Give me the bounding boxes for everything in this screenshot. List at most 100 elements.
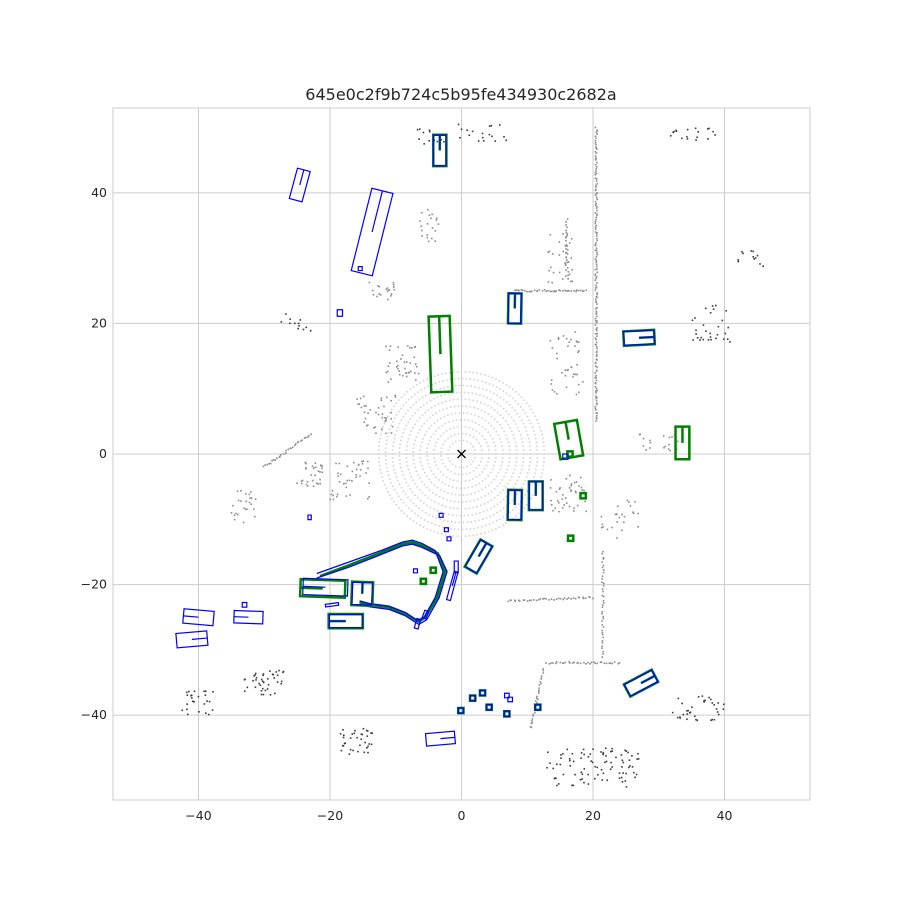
lidar-point	[595, 374, 597, 377]
lidar-point	[682, 713, 685, 716]
lidar-point	[418, 128, 421, 130]
lidar-point	[575, 393, 578, 396]
lidar-point	[456, 426, 459, 428]
lidar-point	[543, 289, 546, 291]
lidar-point	[408, 472, 411, 474]
lidar-point	[520, 468, 523, 471]
predicted-box	[241, 601, 248, 608]
ground-truth-box	[566, 534, 575, 543]
lidar-point	[405, 361, 408, 363]
lidar-point	[460, 535, 463, 538]
lidar-point	[574, 373, 577, 376]
lidar-point	[571, 268, 573, 271]
lidar-point	[487, 484, 490, 486]
lidar-point	[434, 445, 436, 448]
lidar-point	[362, 460, 365, 462]
lidar-point	[382, 480, 385, 482]
lidar-point	[582, 748, 585, 751]
lidar-point	[407, 421, 409, 424]
lidar-point	[386, 439, 388, 442]
predicted-boxes	[175, 134, 659, 747]
lidar-point	[398, 370, 401, 372]
lidar-point	[406, 345, 409, 347]
lidar-point	[405, 375, 408, 378]
lidar-point	[426, 234, 429, 236]
lidar-point	[305, 467, 307, 469]
lidar-point	[571, 280, 573, 283]
lidar-point	[476, 372, 478, 375]
lidar-point	[474, 386, 477, 388]
lidar-point	[594, 244, 597, 247]
lidar-point	[448, 421, 450, 423]
lidar-point	[701, 695, 704, 697]
lidar-point	[483, 468, 486, 470]
lidar-point	[532, 476, 535, 478]
lidar-point	[371, 732, 374, 735]
lidar-point	[566, 748, 569, 751]
lidar-point	[454, 440, 457, 443]
lidar-point	[482, 388, 484, 390]
lidar-point	[595, 298, 597, 300]
lidar-point	[302, 328, 305, 331]
lidar-point	[365, 424, 368, 427]
lidar-point	[423, 143, 426, 145]
lidar-point	[459, 418, 462, 421]
lidar-point	[576, 341, 579, 343]
lidar-point	[567, 249, 569, 251]
lidar-point	[477, 379, 479, 382]
lidar-point	[426, 401, 428, 404]
lidar-point	[407, 468, 410, 471]
lidar-point	[418, 398, 421, 401]
lidar-point	[481, 525, 483, 528]
lidar-point	[481, 471, 484, 473]
lidar-point	[421, 425, 423, 428]
lidar-point	[611, 750, 614, 752]
lidar-point	[596, 403, 598, 406]
lidar-point	[603, 595, 605, 598]
lidar-point	[377, 449, 380, 451]
lidar-point	[596, 306, 598, 309]
lidar-point	[440, 447, 443, 450]
lidar-point	[484, 374, 486, 376]
lidar-point	[475, 422, 477, 424]
lidar-point	[469, 434, 471, 437]
lidar-point	[378, 285, 381, 288]
lidar-point	[393, 437, 396, 440]
lidar-point	[383, 405, 385, 408]
lidar-point	[618, 516, 621, 519]
lidar-point	[342, 736, 345, 739]
lidar-point	[520, 486, 523, 489]
lidar-point	[427, 208, 429, 211]
lidar-point	[530, 422, 532, 425]
ground-truth-box	[579, 491, 588, 500]
lidar-point	[475, 439, 478, 441]
lidar-point	[426, 378, 428, 380]
lidar-point	[317, 483, 319, 485]
lidar-point	[565, 224, 567, 226]
lidar-point	[398, 422, 401, 425]
lidar-point	[367, 745, 369, 748]
lidar-point	[395, 414, 398, 416]
lidar-point	[349, 737, 352, 739]
lidar-point	[357, 750, 359, 753]
lidar-point	[207, 713, 210, 716]
lidar-point	[499, 405, 502, 407]
lidar-point	[542, 672, 545, 674]
lidar-point	[574, 345, 576, 347]
lidar-point	[600, 515, 603, 518]
lidar-point	[584, 500, 586, 503]
lidar-point	[384, 455, 387, 457]
lidar-point	[529, 449, 532, 451]
lidar-point	[587, 756, 590, 758]
lidar-point	[391, 457, 394, 459]
lidar-point	[487, 445, 489, 448]
lidar-point	[576, 504, 579, 507]
lidar-point	[412, 459, 415, 461]
lidar-point	[331, 489, 334, 492]
lidar-point	[594, 220, 597, 223]
lidar-point	[540, 675, 543, 677]
lidar-point	[469, 463, 472, 466]
lidar-point	[478, 473, 481, 476]
lidar-point	[342, 728, 344, 731]
lidar-point	[632, 511, 634, 514]
